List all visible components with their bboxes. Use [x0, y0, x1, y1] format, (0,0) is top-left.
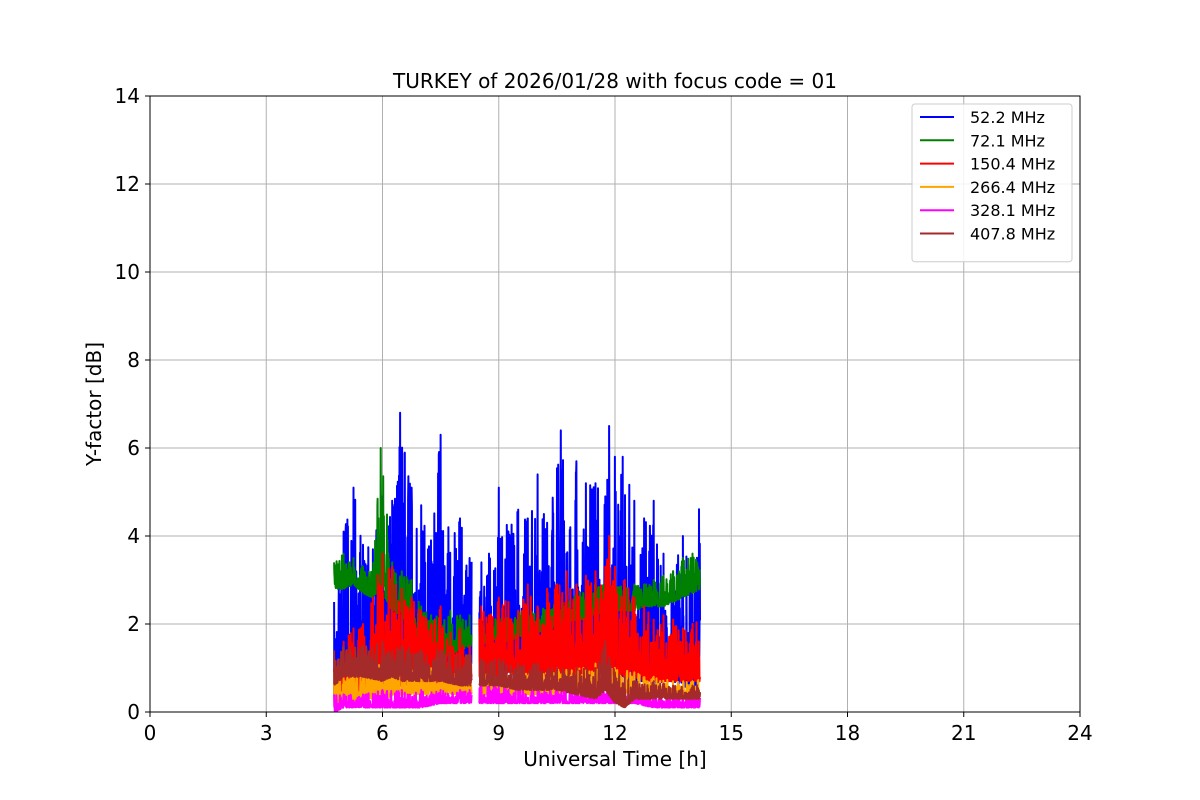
legend-label-1: 72.1 MHz [970, 131, 1045, 150]
x-tick-label: 24 [1067, 721, 1092, 745]
legend-label-5: 407.8 MHz [970, 225, 1055, 244]
legend: 52.2 MHz 72.1 MHz 150.4 MHz 266.4 MHz 328.1 … [911, 103, 1073, 263]
x-tick-label: 21 [951, 721, 976, 745]
x-axis-label: Universal Time [h] [523, 747, 706, 771]
x-tick-label: 18 [835, 721, 860, 745]
y-tick-label: 10 [115, 260, 140, 284]
legend-box [911, 103, 1073, 263]
y-tick-label: 4 [127, 524, 140, 548]
legend-label-4: 328.1 MHz [970, 201, 1055, 220]
legend-label-2: 150.4 MHz [970, 155, 1055, 174]
y-tick-label: 6 [127, 436, 140, 460]
chart-title: TURKEY of 2026/01/28 with focus code = 0… [392, 69, 837, 93]
x-tick-label: 6 [376, 721, 389, 745]
legend-label-0: 52.2 MHz [970, 108, 1045, 127]
y-tick-label: 2 [127, 612, 140, 636]
x-tick-label: 0 [144, 721, 157, 745]
y-tick-label: 14 [115, 84, 140, 108]
y-tick-label: 12 [115, 172, 140, 196]
x-tick-label: 15 [719, 721, 744, 745]
x-tick-label: 9 [492, 721, 505, 745]
series-line-5 [333, 640, 701, 709]
y-axis-label: Y-factor [dB] [82, 342, 106, 467]
x-tick-label: 12 [602, 721, 627, 745]
y-tick-label: 0 [127, 700, 140, 724]
series-layer [333, 411, 701, 712]
legend-label-3: 266.4 MHz [970, 178, 1055, 197]
x-tick-label: 3 [260, 721, 273, 745]
y-tick-label: 8 [127, 348, 140, 372]
